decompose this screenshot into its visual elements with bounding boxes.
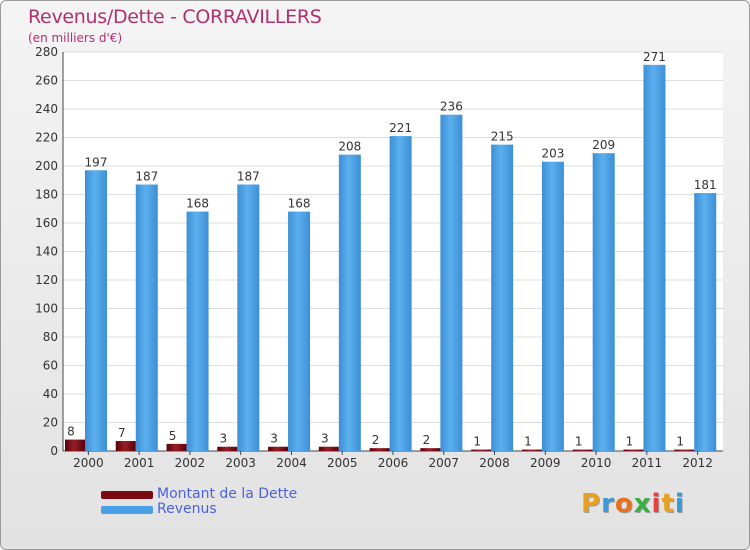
bar-dette: [268, 446, 289, 451]
x-tick-label: 2000: [73, 456, 104, 470]
y-tick-label: 100: [35, 302, 58, 316]
bar-revenus: [85, 170, 107, 451]
logo-letter: o: [614, 489, 634, 519]
bar-dette: [471, 449, 492, 451]
data-label-revenus: 187: [237, 170, 260, 184]
bar-dette: [420, 448, 441, 451]
y-tick-label: 200: [35, 159, 58, 173]
y-tick-label: 0: [50, 444, 58, 458]
x-tick-label: 2004: [276, 456, 307, 470]
x-tick-label: 2002: [175, 456, 206, 470]
chart-subtitle: (en milliers d'€): [28, 31, 123, 45]
bar-dette: [623, 449, 644, 451]
bar-revenus: [186, 211, 209, 451]
y-tick-label: 180: [35, 188, 58, 202]
bar-revenus: [592, 153, 615, 452]
y-tick-label: 60: [43, 359, 58, 373]
data-label-revenus: 187: [135, 170, 158, 184]
x-tick-label: 2008: [479, 456, 510, 470]
y-tick-label: 140: [35, 245, 58, 259]
data-label-dette: 8: [67, 425, 75, 439]
x-tick-label: 2001: [124, 456, 155, 470]
bar-revenus: [389, 136, 412, 451]
data-label-dette: 1: [473, 435, 481, 449]
bar-dette: [674, 449, 695, 451]
data-label-dette: 3: [321, 432, 329, 446]
data-label-dette: 3: [219, 432, 227, 446]
y-tick-label: 20: [43, 416, 58, 430]
y-tick-label: 260: [35, 74, 58, 88]
data-label-dette: 1: [575, 435, 583, 449]
data-label-revenus: 208: [338, 140, 361, 154]
data-label-revenus: 197: [85, 155, 108, 169]
bar-revenus: [643, 64, 666, 451]
y-tick-label: 40: [43, 387, 58, 401]
y-tick-label: 220: [35, 131, 58, 145]
x-tick-label: 2009: [530, 456, 561, 470]
y-tick-label: 240: [35, 102, 58, 116]
data-label-revenus: 215: [491, 130, 514, 144]
logo-letter: P: [581, 489, 602, 519]
y-tick-label: 120: [35, 273, 58, 287]
bar-dette: [65, 439, 85, 451]
legend-label-dette: Montant de la Dette: [157, 486, 298, 502]
data-label-dette: 1: [524, 435, 532, 449]
data-label-revenus: 209: [592, 138, 615, 152]
data-label-dette: 1: [626, 435, 634, 449]
bar-revenus: [694, 193, 717, 451]
legend-swatch-revenus: [101, 506, 153, 514]
logo-letter: i: [674, 489, 685, 519]
chart-title: Revenus/Dette - CORRAVILLERS: [28, 6, 322, 28]
data-label-dette: 3: [270, 432, 278, 446]
data-label-revenus: 181: [694, 178, 717, 192]
data-label-revenus: 271: [643, 50, 666, 64]
data-label-revenus: 236: [440, 100, 463, 114]
bar-revenus: [491, 144, 514, 451]
bar-dette: [217, 446, 238, 451]
data-label-dette: 2: [423, 433, 431, 447]
data-label-revenus: 203: [541, 147, 564, 161]
bar-revenus: [338, 154, 361, 451]
x-tick-label: 2007: [428, 456, 459, 470]
x-tick-label: 2005: [327, 456, 358, 470]
bar-dette: [572, 449, 593, 451]
logo-letter: x: [633, 489, 652, 519]
x-tick-label: 2011: [632, 456, 663, 470]
data-label-revenus: 168: [288, 197, 311, 211]
bar-dette: [369, 448, 390, 451]
legend-swatch-dette: [101, 491, 153, 499]
y-tick-label: 280: [35, 45, 58, 59]
data-label-dette: 5: [169, 429, 177, 443]
bar-dette: [521, 449, 542, 451]
data-label-dette: 2: [372, 433, 380, 447]
y-tick-label: 160: [35, 216, 58, 230]
x-tick-label: 2006: [378, 456, 409, 470]
bar-revenus: [288, 211, 311, 451]
bar-revenus: [237, 184, 260, 451]
x-tick-label: 2010: [581, 456, 612, 470]
data-label-revenus: 221: [389, 121, 412, 135]
legend-label-revenus: Revenus: [157, 501, 217, 517]
x-tick-label: 2012: [682, 456, 713, 470]
proxiti-logo: Proxiti: [581, 489, 685, 519]
logo-letter: r: [601, 489, 615, 519]
logo-letter: i: [651, 489, 662, 519]
logo-letter: t: [661, 489, 675, 519]
bar-revenus: [541, 161, 564, 451]
bar-dette: [166, 443, 187, 451]
bar-revenus: [440, 114, 463, 451]
data-label-dette: 1: [676, 435, 684, 449]
bar-revenus: [135, 184, 158, 451]
data-label-revenus: 168: [186, 197, 209, 211]
x-tick-label: 2003: [225, 456, 256, 470]
bar-dette: [115, 441, 136, 451]
y-tick-label: 80: [43, 330, 58, 344]
bar-dette: [318, 446, 339, 451]
data-label-dette: 7: [118, 426, 126, 440]
